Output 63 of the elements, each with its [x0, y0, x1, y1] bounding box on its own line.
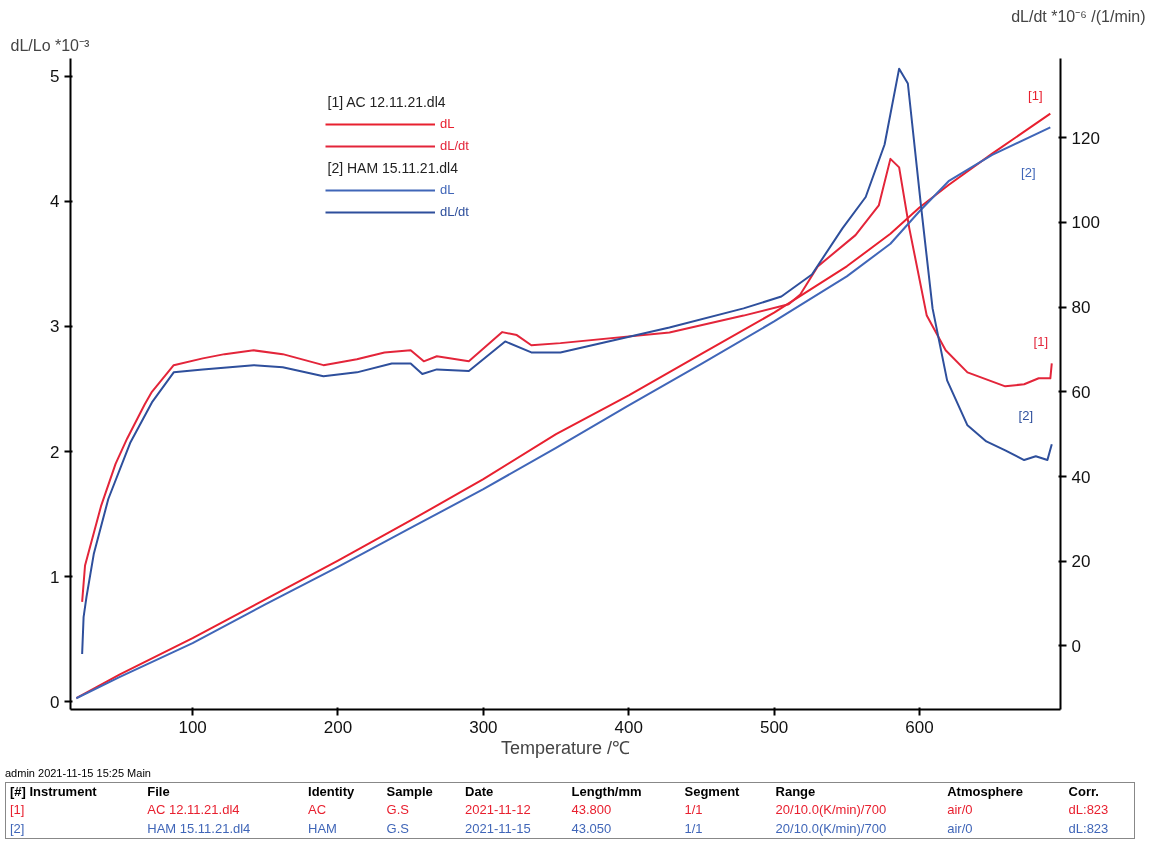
annotation: [2] — [1021, 164, 1036, 180]
text: 43.800 — [570, 801, 613, 820]
annotation: [1] — [1028, 88, 1043, 104]
text: HAM 15.11.21.dl4 — [146, 819, 252, 838]
text: Segment — [683, 782, 741, 801]
text: dL:823 — [1067, 819, 1110, 838]
y2-tick-label: 40 — [1071, 467, 1091, 487]
text: air/0 — [946, 801, 974, 820]
annotation: [1] AC 12.11.21.dl4 — [327, 93, 446, 110]
text: File — [146, 782, 171, 801]
text: Range — [774, 782, 817, 801]
text: G.S — [385, 801, 410, 820]
text: G.S — [385, 819, 410, 838]
text: [1] — [9, 801, 26, 820]
text: admin 2021-11-15 15:25 Main — [5, 766, 152, 781]
text: Length/mm — [570, 782, 643, 801]
text: dL/dt — [440, 204, 469, 219]
annotation: [2] HAM 15.11.21.dl4 — [327, 159, 459, 176]
text: dL:823 — [1067, 801, 1110, 820]
text: Identity — [307, 782, 356, 801]
text: dL — [440, 116, 456, 131]
y2-tick-label: 60 — [1071, 382, 1091, 402]
x-axis-title: Temperature /℃ — [500, 737, 631, 758]
y2-axis-title: dL/dt *10⁻⁶ /(1/min) — [1011, 7, 1146, 25]
y-tick-label: 3 — [50, 317, 60, 337]
text: Atmosphere — [946, 782, 1025, 801]
text: 2021-11-12 — [464, 801, 532, 820]
x-tick-label: 500 — [759, 717, 789, 737]
x-tick-label: 200 — [323, 717, 353, 737]
y-tick-label: 5 — [50, 67, 60, 87]
text: Corr. — [1067, 782, 1100, 801]
text: AC — [307, 801, 328, 820]
text: Date — [464, 782, 495, 801]
text: [2] — [9, 819, 26, 838]
y2-tick-label: 20 — [1071, 552, 1091, 572]
x-tick-label: 100 — [178, 717, 207, 737]
x-tick-label: 400 — [614, 717, 643, 737]
text: 43.050 — [570, 819, 613, 838]
text: Sample — [385, 782, 434, 801]
text: AC 12.11.21.dl4 — [146, 801, 241, 820]
y2-tick-label: 100 — [1071, 213, 1100, 233]
text: air/0 — [946, 819, 974, 838]
annotation: [2] — [1018, 407, 1034, 423]
text: 20/10.0(K/min)/700 — [774, 819, 888, 838]
y-tick-label: 1 — [50, 567, 60, 587]
text: dL — [440, 182, 456, 197]
text: 2021-11-15 — [464, 819, 532, 838]
text: [#] Instrument — [9, 782, 98, 801]
y2-tick-label: 0 — [1071, 636, 1081, 656]
x-tick-label: 600 — [905, 717, 934, 737]
y2-tick-label: 80 — [1071, 298, 1091, 318]
y-tick-label: 4 — [50, 192, 60, 212]
text: dL/dt — [440, 138, 469, 153]
y-tick-label: 2 — [50, 442, 60, 462]
annotation: [1] — [1033, 333, 1049, 349]
y2-tick-label: 120 — [1071, 128, 1100, 148]
y-tick-label: 0 — [50, 692, 60, 712]
y-axis-title: dL/Lo *10⁻³ — [10, 36, 91, 54]
text: 1/1 — [683, 801, 704, 820]
x-tick-label: 300 — [469, 717, 498, 737]
text: HAM — [307, 819, 338, 838]
text: 1/1 — [683, 819, 704, 838]
text: 20/10.0(K/min)/700 — [774, 801, 888, 820]
